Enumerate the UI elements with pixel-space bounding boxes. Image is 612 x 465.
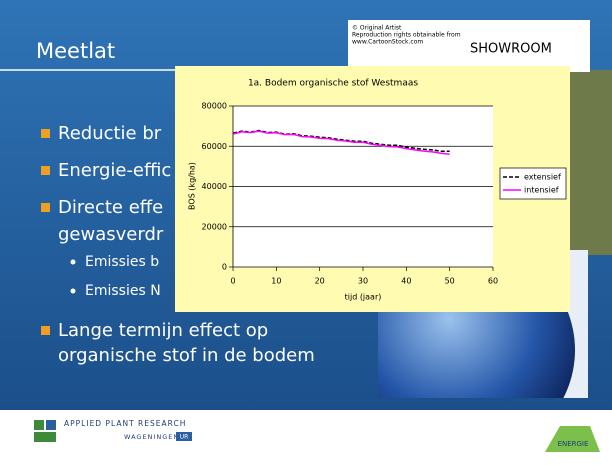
y-tick-label: 60000 [202, 142, 227, 151]
logo-square [46, 420, 56, 430]
cartoon-caption: Reproduction rights obtainable from [352, 32, 461, 39]
sub-bullet-text: Emissies N [85, 283, 161, 299]
footer-logo: UR [180, 434, 189, 441]
bullet-text: Energie-effic [58, 160, 171, 181]
legend-label: extensief [524, 173, 561, 182]
bullet-marker [41, 129, 50, 138]
footer-logo: WAGENINGEN [124, 433, 179, 441]
footer-logo: APPLIED PLANT RESEARCH [64, 419, 186, 428]
x-axis-label: tijd (jaar) [345, 293, 382, 302]
sub-bullet-text: Emissies b [85, 254, 159, 270]
x-tick-label: 0 [230, 277, 235, 286]
bullet-text: gewasverdr [58, 224, 164, 245]
y-axis-label: BOS (kg/ha) [188, 162, 197, 210]
cartoon-caption: www.CartoonStock.com [352, 39, 423, 46]
y-tick-label: 20000 [202, 222, 227, 231]
x-tick-label: 60 [488, 277, 498, 286]
x-tick-label: 50 [445, 277, 455, 286]
sub-bullet-marker [71, 260, 76, 265]
x-tick-label: 40 [401, 277, 411, 286]
logo-square [34, 420, 44, 430]
bullet-text: Reductie br [58, 123, 162, 144]
x-tick-label: 30 [358, 277, 368, 286]
bullet-marker [41, 326, 50, 335]
logo-square [34, 432, 56, 442]
y-tick-label: 0 [222, 263, 227, 272]
sub-bullet-marker [71, 289, 76, 294]
footer-logo: ENERGIE [558, 440, 589, 448]
slide-title: Meetlat [36, 39, 115, 63]
bullet-text: organische stof in de bodem [58, 345, 315, 366]
y-tick-label: 40000 [202, 182, 227, 191]
cartoon-caption: SHOWROOM [470, 42, 552, 57]
cartoon-caption: © Original Artist [352, 25, 402, 32]
slide: Meetlat Reductie br Energie-effic Directe … [0, 0, 612, 461]
bullet-text: Directe effe [58, 197, 163, 218]
x-tick-label: 10 [271, 277, 281, 286]
chart-title: 1a. Bodem organische stof Westmaas [248, 79, 418, 89]
bullet-marker [41, 166, 50, 175]
footer [0, 410, 612, 461]
legend-label: intensief [524, 186, 559, 195]
x-tick-label: 20 [315, 277, 325, 286]
bullet-text: Lange termijn effect op [58, 320, 268, 341]
y-tick-label: 80000 [202, 102, 227, 111]
photo [570, 70, 612, 255]
bullet-marker [41, 203, 50, 212]
